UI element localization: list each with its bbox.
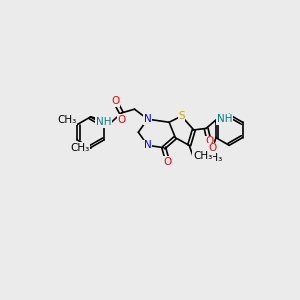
- Text: CH₃: CH₃: [57, 115, 76, 125]
- Text: O: O: [164, 157, 172, 166]
- Text: CH₃: CH₃: [203, 153, 222, 164]
- Text: CH₃: CH₃: [193, 151, 212, 161]
- Text: O: O: [62, 115, 70, 125]
- Text: O: O: [209, 143, 217, 153]
- Text: N: N: [144, 114, 152, 124]
- Text: O: O: [111, 96, 119, 106]
- Text: N: N: [144, 140, 152, 150]
- Text: NH: NH: [96, 117, 111, 127]
- Text: NH: NH: [217, 114, 233, 124]
- Text: S: S: [178, 111, 185, 121]
- Text: O: O: [76, 143, 84, 153]
- Text: CH₃: CH₃: [70, 143, 90, 153]
- Text: O: O: [205, 136, 213, 146]
- Text: O: O: [117, 115, 125, 124]
